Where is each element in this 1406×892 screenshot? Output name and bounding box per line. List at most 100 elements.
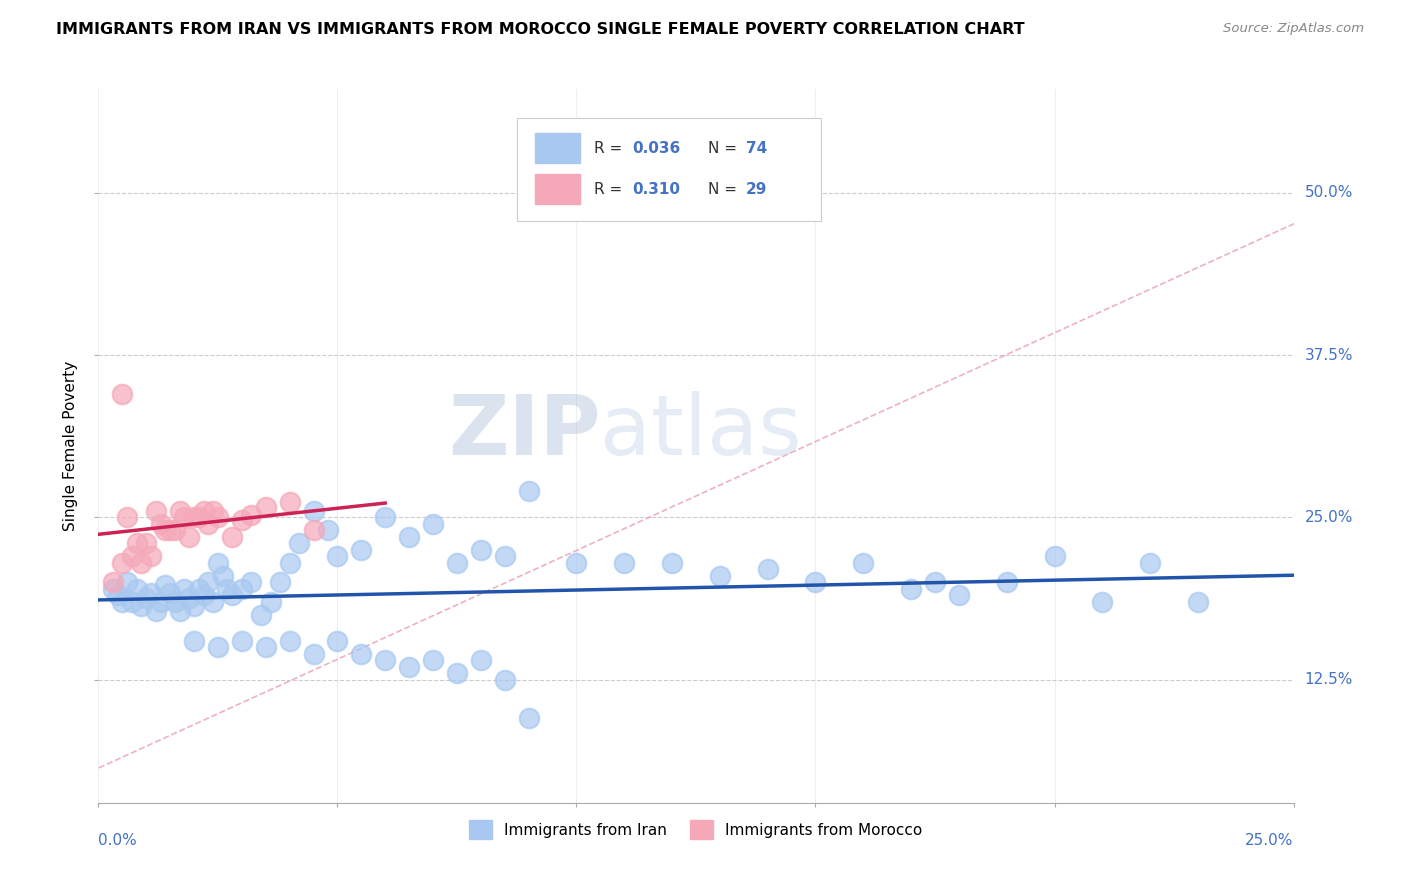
Point bbox=[173, 510, 195, 524]
Point bbox=[179, 591, 201, 605]
Point bbox=[565, 556, 588, 570]
Point bbox=[278, 556, 301, 570]
Point bbox=[350, 542, 373, 557]
Point bbox=[254, 500, 277, 514]
Point bbox=[187, 510, 209, 524]
Point bbox=[1187, 595, 1209, 609]
Point bbox=[155, 524, 177, 538]
Point bbox=[207, 640, 229, 654]
Point bbox=[221, 588, 243, 602]
Point bbox=[302, 647, 325, 661]
Text: 0.0%: 0.0% bbox=[98, 833, 138, 848]
Point bbox=[517, 711, 540, 725]
Point bbox=[155, 578, 177, 592]
Point bbox=[207, 510, 229, 524]
Point bbox=[179, 530, 201, 544]
Point bbox=[107, 588, 129, 602]
Point bbox=[149, 516, 172, 531]
Point bbox=[193, 504, 215, 518]
Point bbox=[159, 585, 181, 599]
Point bbox=[446, 556, 468, 570]
Point bbox=[250, 607, 273, 622]
Point bbox=[145, 504, 167, 518]
Point bbox=[197, 516, 219, 531]
Point bbox=[131, 556, 153, 570]
Text: R =: R = bbox=[595, 182, 627, 196]
Point bbox=[135, 591, 157, 605]
Point bbox=[494, 673, 516, 687]
Text: IMMIGRANTS FROM IRAN VS IMMIGRANTS FROM MOROCCO SINGLE FEMALE POVERTY CORRELATIO: IMMIGRANTS FROM IRAN VS IMMIGRANTS FROM … bbox=[56, 22, 1025, 37]
Point bbox=[121, 595, 143, 609]
Bar bbox=[534, 134, 581, 163]
Point bbox=[709, 568, 731, 582]
Text: 37.5%: 37.5% bbox=[1305, 348, 1353, 363]
Point bbox=[115, 575, 138, 590]
Point bbox=[1043, 549, 1066, 564]
Point bbox=[240, 575, 263, 590]
Point bbox=[1139, 556, 1161, 570]
Point bbox=[422, 516, 444, 531]
Point bbox=[101, 582, 124, 596]
Point bbox=[125, 536, 148, 550]
Point bbox=[374, 510, 396, 524]
Point bbox=[211, 568, 233, 582]
Legend: Immigrants from Iran, Immigrants from Morocco: Immigrants from Iran, Immigrants from Mo… bbox=[463, 814, 929, 845]
Point bbox=[197, 575, 219, 590]
Point bbox=[259, 595, 281, 609]
Point bbox=[173, 582, 195, 596]
Text: 0.310: 0.310 bbox=[633, 182, 681, 196]
Point bbox=[183, 510, 205, 524]
Point bbox=[169, 604, 191, 618]
Point bbox=[187, 582, 209, 596]
Point bbox=[221, 530, 243, 544]
Point bbox=[135, 536, 157, 550]
Text: 25.0%: 25.0% bbox=[1305, 510, 1353, 524]
Text: ZIP: ZIP bbox=[449, 392, 600, 472]
FancyBboxPatch shape bbox=[517, 118, 821, 221]
Point bbox=[278, 633, 301, 648]
Point bbox=[350, 647, 373, 661]
Point bbox=[231, 633, 253, 648]
Point bbox=[193, 588, 215, 602]
Point bbox=[169, 504, 191, 518]
Text: 29: 29 bbox=[747, 182, 768, 196]
Point bbox=[398, 659, 420, 673]
Point bbox=[240, 508, 263, 522]
Point bbox=[470, 653, 492, 667]
Point bbox=[288, 536, 311, 550]
Text: 12.5%: 12.5% bbox=[1305, 672, 1353, 687]
Point bbox=[269, 575, 291, 590]
Point bbox=[900, 582, 922, 596]
Point bbox=[202, 595, 225, 609]
Point bbox=[149, 595, 172, 609]
Text: 50.0%: 50.0% bbox=[1305, 186, 1353, 201]
Point bbox=[995, 575, 1018, 590]
Point bbox=[852, 556, 875, 570]
Point bbox=[183, 599, 205, 613]
Bar bbox=[534, 174, 581, 204]
Text: N =: N = bbox=[709, 182, 742, 196]
Point bbox=[756, 562, 779, 576]
Point bbox=[139, 585, 162, 599]
Point bbox=[398, 530, 420, 544]
Point bbox=[924, 575, 946, 590]
Point bbox=[326, 549, 349, 564]
Point bbox=[302, 504, 325, 518]
Point bbox=[326, 633, 349, 648]
Text: R =: R = bbox=[595, 141, 627, 156]
Point bbox=[446, 666, 468, 681]
Point bbox=[517, 484, 540, 499]
Point bbox=[948, 588, 970, 602]
Point bbox=[159, 524, 181, 538]
Point bbox=[661, 556, 683, 570]
Point bbox=[494, 549, 516, 564]
Point bbox=[316, 524, 339, 538]
Point bbox=[374, 653, 396, 667]
Point bbox=[804, 575, 827, 590]
Point bbox=[163, 595, 186, 609]
Point bbox=[231, 513, 253, 527]
Y-axis label: Single Female Poverty: Single Female Poverty bbox=[63, 361, 79, 531]
Point bbox=[111, 595, 134, 609]
Point bbox=[115, 510, 138, 524]
Point bbox=[163, 524, 186, 538]
